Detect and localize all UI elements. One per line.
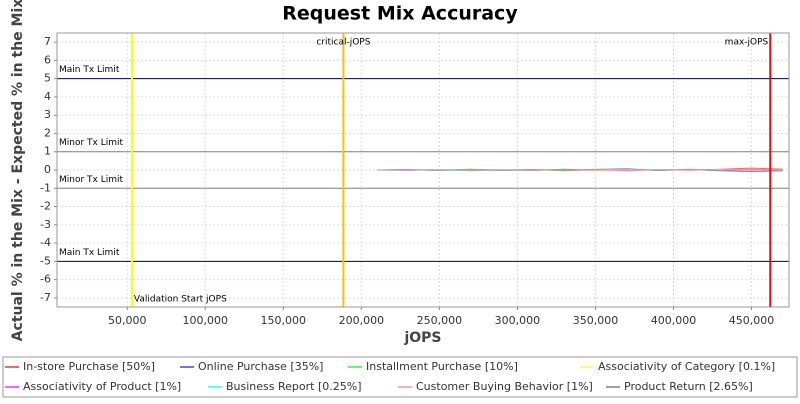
limit-label: Minor Tx Limit (59, 138, 124, 148)
chart-title: Request Mix Accuracy (282, 3, 518, 25)
x-tick-label: 450,000 (729, 314, 775, 327)
legend-label: Associativity of Category [0.1%] (598, 360, 775, 373)
x-tick-label: 100,000 (183, 314, 229, 327)
y-tick-label: -5 (40, 254, 51, 267)
limit-label: Main Tx Limit (59, 248, 120, 258)
x-tick-label: 400,000 (651, 314, 697, 327)
x-tick-label: 350,000 (573, 314, 619, 327)
x-tick-label: 150,000 (261, 314, 307, 327)
legend-label: Business Report [0.25%] (226, 380, 362, 393)
y-tick-label: 2 (44, 126, 51, 139)
limit-label: Minor Tx Limit (59, 175, 124, 185)
x-tick-label: 200,000 (339, 314, 385, 327)
y-tick-label: -4 (40, 236, 51, 249)
legend-label: Installment Purchase [10%] (366, 360, 518, 373)
y-tick-label: -7 (40, 291, 51, 304)
limit-label: Main Tx Limit (59, 65, 120, 75)
legend-label: Customer Buying Behavior [1%] (416, 380, 593, 393)
legend-label: Product Return [2.65%] (624, 380, 753, 393)
marker-label: max-jOPS (725, 38, 769, 48)
y-tick-label: 6 (44, 53, 51, 66)
y-tick-label: -6 (40, 273, 51, 286)
y-tick-label: 4 (44, 90, 51, 103)
legend-label: Associativity of Product [1%] (23, 380, 181, 393)
x-tick-label: 50,000 (108, 314, 147, 327)
y-tick-label: 0 (44, 163, 51, 176)
y-tick-label: -3 (40, 218, 51, 231)
x-tick-label: 250,000 (417, 314, 463, 327)
legend-label: Online Purchase [35%] (198, 360, 323, 373)
y-tick-label: 3 (44, 108, 51, 121)
marker-label: Validation Start jOPS (134, 295, 227, 305)
y-tick-label: 7 (44, 35, 51, 48)
marker-label: critical-jOPS (316, 38, 370, 48)
y-axis-label: Actual % in the Mix - Expected % in the … (10, 0, 26, 341)
x-tick-label: 300,000 (495, 314, 541, 327)
y-tick-label: -1 (40, 181, 51, 194)
legend-label: In-store Purchase [50%] (23, 360, 155, 373)
y-tick-label: 5 (44, 72, 51, 85)
x-axis-label: jOPS (403, 330, 441, 346)
y-tick-label: -2 (40, 200, 51, 213)
y-tick-label: 1 (44, 145, 51, 158)
